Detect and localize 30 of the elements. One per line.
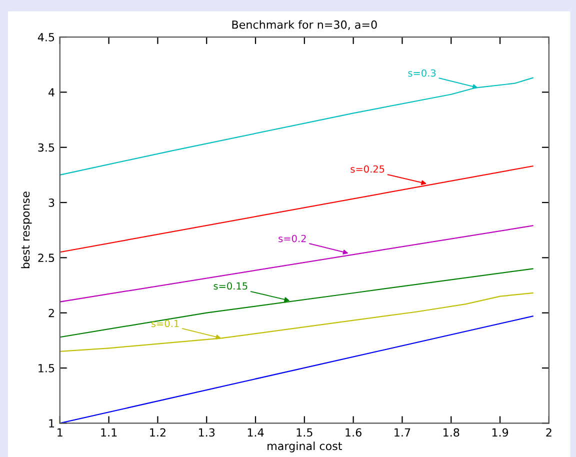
line-series	[60, 292, 534, 352]
x-tick-label: 2	[546, 428, 552, 436]
y-tick-label: 1	[49, 419, 54, 428]
x-tick-label: 1.4	[248, 428, 264, 436]
x-axis-title: marginal cost	[268, 442, 342, 452]
x-tick-label: 1.7	[394, 428, 410, 436]
x-tick-label: 1.3	[198, 428, 215, 437]
annotation: s=0.25	[350, 165, 384, 173]
annotation: s=0.15	[214, 282, 248, 290]
y-tick-label: 4.5	[38, 33, 54, 42]
y-tick-label: 4	[48, 88, 54, 96]
x-tick-label: 1.6	[346, 428, 362, 437]
annotation: s=0.2	[278, 234, 306, 242]
x-tick-label: 1.9	[492, 428, 508, 437]
annotation: s=0.1	[151, 320, 179, 328]
y-tick-label: 1.5	[38, 364, 54, 372]
line-series	[60, 77, 534, 176]
y-tick-label: 2	[48, 308, 54, 318]
y-axis-title: best response	[21, 192, 32, 268]
x-tick-label: 1.1	[101, 428, 117, 436]
y-tick-label: 2.5	[38, 254, 54, 262]
y-tick-label: 3.5	[38, 143, 54, 152]
y-tick-label: 3	[48, 198, 54, 207]
x-tick-label: 1	[58, 428, 62, 436]
x-tick-label: 1.2	[150, 428, 166, 436]
chart-title: Benchmark for n=30, a=0	[232, 20, 377, 30]
x-tick-label: 1.5	[296, 428, 312, 437]
line-series	[60, 268, 534, 338]
x-tick-label: 1.8	[444, 428, 460, 437]
annotation: s=0.3	[408, 69, 436, 77]
